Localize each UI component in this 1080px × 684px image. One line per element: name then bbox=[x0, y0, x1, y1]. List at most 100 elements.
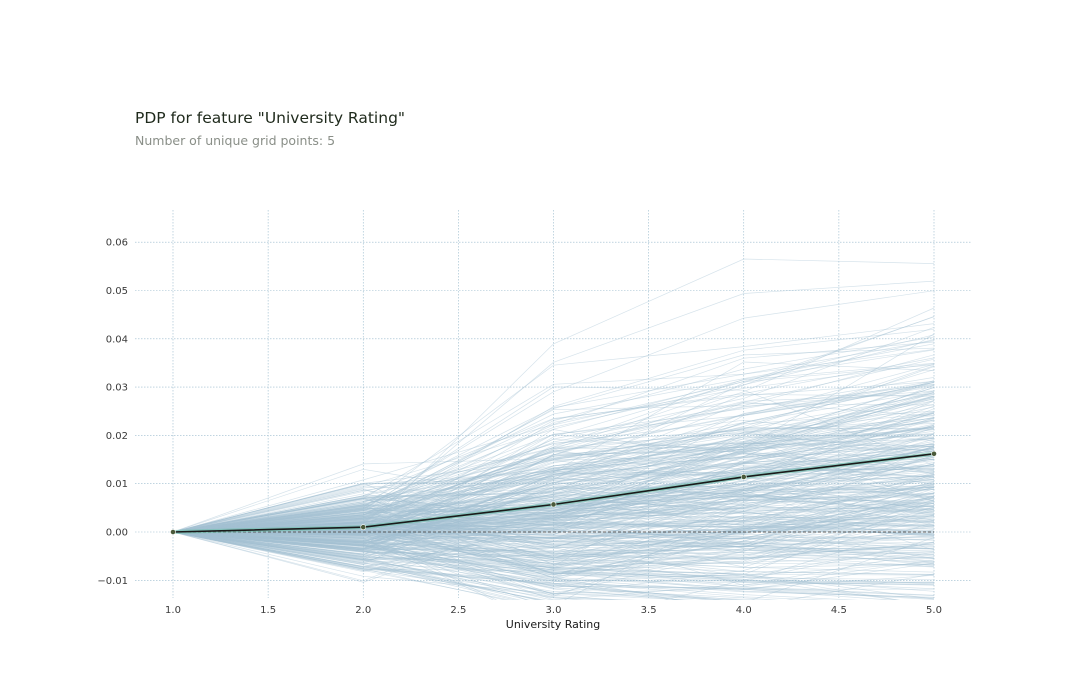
ice-line bbox=[172, 517, 935, 560]
ice-line bbox=[172, 531, 935, 563]
ice-line bbox=[172, 493, 935, 533]
ice-line bbox=[172, 531, 619, 600]
ice-line bbox=[172, 523, 679, 600]
ice-line bbox=[172, 531, 935, 600]
ice-line bbox=[172, 340, 935, 533]
ice-line bbox=[172, 498, 935, 542]
ice-line bbox=[172, 504, 935, 575]
ice-line bbox=[172, 487, 935, 533]
ice-line bbox=[172, 531, 935, 559]
ice-line bbox=[172, 473, 935, 546]
ice-line bbox=[172, 531, 935, 600]
ice-line bbox=[172, 449, 935, 536]
ice-line bbox=[172, 382, 935, 542]
ice-line bbox=[172, 480, 935, 573]
ice-line bbox=[172, 507, 935, 533]
ice-line bbox=[172, 419, 935, 533]
ice-line bbox=[172, 500, 935, 557]
ice-line bbox=[172, 436, 935, 550]
ice-line bbox=[172, 509, 935, 579]
ice-line bbox=[172, 531, 746, 600]
ice-line bbox=[172, 427, 935, 533]
ice-line bbox=[172, 497, 935, 555]
ice-line bbox=[172, 531, 686, 600]
ice-line bbox=[172, 531, 831, 600]
ice-line bbox=[172, 492, 935, 560]
ice-line bbox=[172, 531, 621, 600]
ice-line bbox=[172, 531, 935, 598]
ice-line bbox=[172, 463, 935, 533]
ice-line bbox=[172, 531, 696, 600]
y-tick-label: 0.01 bbox=[106, 479, 128, 490]
ice-line bbox=[172, 486, 935, 569]
ice-line bbox=[172, 433, 935, 533]
ice-line bbox=[172, 531, 554, 600]
ice-line bbox=[172, 531, 935, 599]
ice-line bbox=[172, 512, 935, 537]
ice-line bbox=[172, 531, 539, 600]
ice-line bbox=[172, 515, 935, 551]
ice-line bbox=[172, 380, 935, 549]
ice-line bbox=[172, 510, 935, 550]
ice-line bbox=[172, 503, 935, 533]
ice-line bbox=[172, 387, 935, 533]
ice-line bbox=[172, 474, 935, 553]
ice-line bbox=[172, 394, 935, 533]
ice-line bbox=[172, 531, 935, 569]
ice-line bbox=[172, 412, 935, 533]
ice-line bbox=[172, 519, 935, 561]
chart-subtitle: Number of unique grid points: 5 bbox=[135, 133, 336, 148]
ice-line bbox=[172, 531, 935, 548]
ice-line bbox=[172, 493, 935, 534]
ice-line bbox=[172, 468, 935, 545]
ice-line bbox=[172, 428, 935, 533]
ice-line bbox=[172, 531, 935, 600]
x-tick-label: 4.0 bbox=[736, 605, 752, 616]
ice-line bbox=[172, 354, 935, 533]
ice-line bbox=[172, 499, 935, 538]
ice-line bbox=[172, 495, 935, 533]
ice-line bbox=[172, 495, 935, 540]
ice-line bbox=[172, 531, 935, 564]
ice-line bbox=[172, 463, 935, 533]
ice-lines bbox=[172, 258, 935, 600]
ice-line bbox=[172, 515, 935, 560]
ice-line bbox=[172, 453, 935, 533]
ice-line bbox=[172, 444, 935, 567]
y-tick-label: 0.02 bbox=[106, 431, 128, 442]
ice-line bbox=[172, 475, 935, 562]
ice-line bbox=[172, 390, 935, 544]
ice-line bbox=[172, 517, 935, 567]
ice-line bbox=[172, 515, 935, 539]
ice-line bbox=[172, 445, 935, 533]
ice-line bbox=[172, 531, 935, 596]
ice-line bbox=[172, 514, 935, 535]
ice-line bbox=[172, 463, 935, 533]
ice-line bbox=[172, 474, 935, 543]
ice-line bbox=[172, 493, 935, 542]
ice-line bbox=[172, 425, 935, 533]
ice-line bbox=[172, 531, 935, 596]
ice-line bbox=[172, 426, 935, 533]
ice-line bbox=[172, 400, 935, 533]
ice-line bbox=[172, 445, 935, 545]
ice-line bbox=[172, 383, 935, 533]
ice-line bbox=[172, 528, 935, 581]
ice-line bbox=[172, 531, 896, 600]
ice-line bbox=[172, 426, 935, 533]
ice-line bbox=[172, 433, 935, 542]
ice-line bbox=[172, 381, 935, 536]
ice-line bbox=[172, 412, 935, 533]
ice-line bbox=[172, 492, 935, 561]
ice-line bbox=[172, 348, 935, 533]
ice-line bbox=[172, 531, 900, 600]
ice-line bbox=[172, 357, 935, 533]
ice-line bbox=[172, 452, 935, 533]
ice-line bbox=[172, 427, 935, 533]
pdp-point bbox=[931, 450, 937, 457]
ice-line bbox=[172, 522, 935, 554]
ice-line bbox=[172, 429, 935, 533]
ice-line bbox=[172, 386, 935, 533]
ice-line bbox=[172, 531, 746, 600]
ice-line bbox=[172, 391, 935, 535]
